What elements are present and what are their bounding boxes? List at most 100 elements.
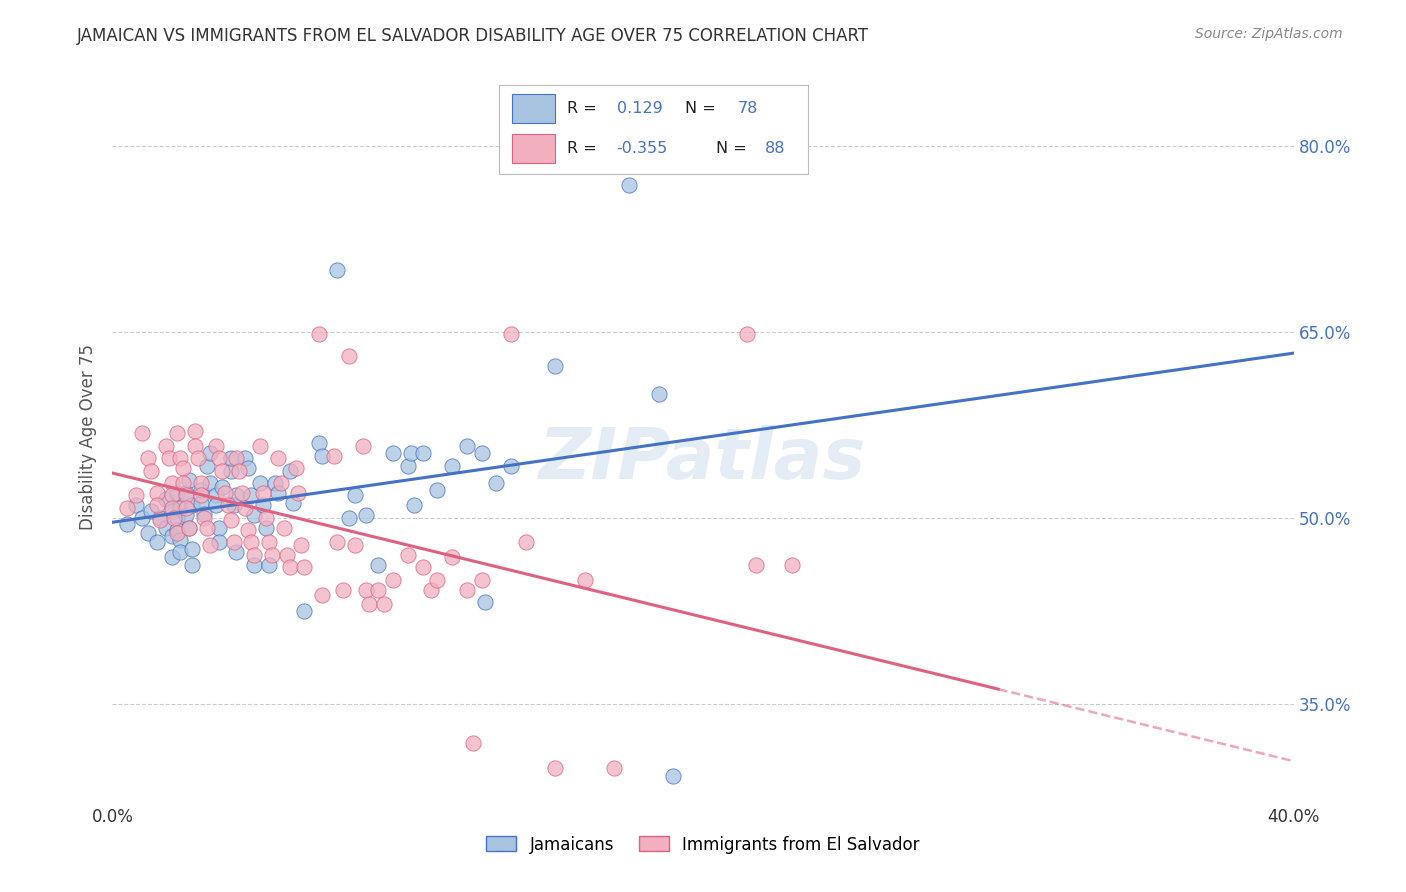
Point [136, 451, 159, 466]
Point [273, 520, 295, 534]
Point [501, 458, 523, 473]
Point [257, 558, 280, 572]
Point [160, 550, 183, 565]
Point [117, 500, 138, 515]
Point [214, 486, 236, 500]
Point [373, 598, 395, 612]
Point [254, 510, 277, 524]
Point [131, 426, 153, 441]
Point [233, 451, 256, 466]
Point [426, 573, 449, 587]
Point [228, 464, 250, 478]
Point [278, 560, 301, 574]
Point [243, 508, 266, 523]
Point [155, 439, 177, 453]
Text: R =: R = [567, 102, 602, 116]
Point [208, 451, 231, 466]
Point [326, 262, 349, 277]
Point [243, 558, 266, 572]
Point [225, 488, 247, 502]
Point [238, 523, 260, 537]
Point [160, 504, 183, 518]
Point [219, 513, 242, 527]
Point [198, 538, 221, 552]
Text: 78: 78 [737, 102, 758, 116]
Point [544, 761, 567, 775]
Point [184, 424, 207, 438]
Text: Source: ZipAtlas.com: Source: ZipAtlas.com [1195, 27, 1343, 41]
Point [205, 488, 228, 502]
Point [166, 523, 188, 537]
Point [278, 464, 301, 478]
Point [337, 510, 360, 524]
Point [160, 475, 183, 490]
Point [149, 510, 172, 524]
Point [737, 327, 759, 342]
Point [160, 488, 183, 502]
Text: R =: R = [567, 142, 602, 156]
Point [198, 475, 221, 490]
Point [174, 508, 197, 523]
Point [662, 768, 685, 782]
Point [179, 520, 201, 534]
Point [292, 560, 315, 574]
Point [179, 520, 201, 534]
Point [160, 529, 183, 543]
Point [267, 451, 290, 466]
Point [292, 604, 315, 618]
Point [169, 451, 191, 466]
Point [474, 595, 496, 609]
Point [190, 496, 212, 510]
Point [238, 461, 260, 475]
Point [211, 480, 233, 494]
Point [190, 483, 212, 498]
Point [396, 548, 419, 562]
Point [181, 541, 204, 556]
Point [343, 488, 366, 502]
Point [157, 451, 180, 466]
Point [311, 588, 333, 602]
Point [240, 535, 263, 549]
Point [243, 548, 266, 562]
Point [267, 486, 290, 500]
Point [281, 496, 304, 510]
Point [352, 439, 374, 453]
Point [603, 761, 626, 775]
Point [240, 488, 263, 502]
Point [163, 510, 186, 524]
Point [264, 475, 287, 490]
Point [205, 439, 228, 453]
Point [343, 538, 366, 552]
Point [172, 475, 194, 490]
Point [290, 538, 312, 552]
Point [337, 350, 360, 364]
Point [308, 436, 330, 450]
Point [254, 520, 277, 534]
Point [169, 545, 191, 559]
Point [692, 811, 714, 825]
Point [382, 573, 405, 587]
Text: N =: N = [716, 142, 752, 156]
Point [252, 486, 274, 500]
Text: 0.129: 0.129 [617, 102, 662, 116]
Point [233, 500, 256, 515]
Point [470, 573, 494, 587]
Point [485, 475, 508, 490]
Point [367, 558, 389, 572]
Point [193, 510, 215, 524]
Point [619, 178, 641, 193]
Point [470, 446, 494, 460]
Point [441, 458, 464, 473]
Point [181, 558, 204, 572]
Point [326, 535, 349, 549]
Point [193, 507, 215, 521]
Point [169, 500, 191, 515]
FancyBboxPatch shape [512, 94, 555, 123]
Point [402, 498, 425, 512]
Point [461, 736, 484, 750]
Point [146, 486, 169, 500]
Point [146, 535, 169, 549]
Point [359, 598, 381, 612]
Point [219, 451, 242, 466]
Point [396, 458, 419, 473]
